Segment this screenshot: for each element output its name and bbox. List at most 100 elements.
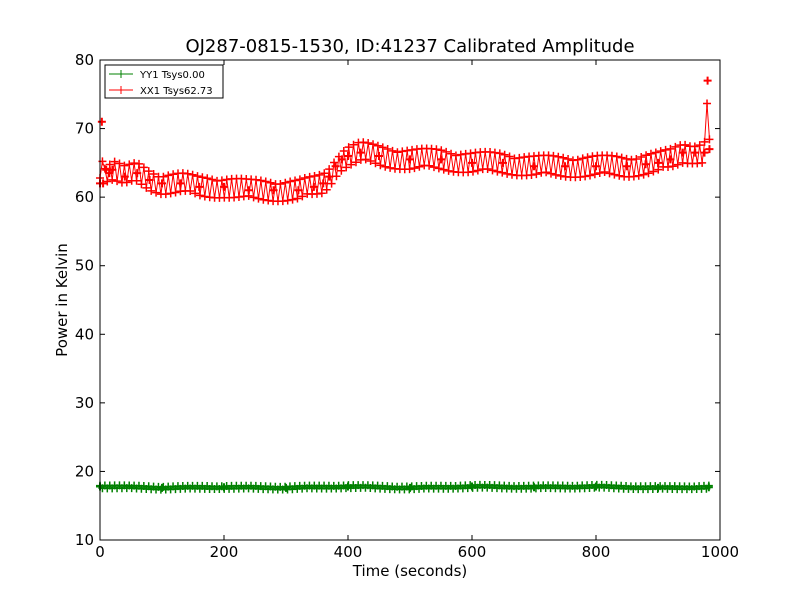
y-tick-label: 60 xyxy=(75,188,94,206)
data-point-marker xyxy=(393,148,402,157)
data-point-marker xyxy=(527,170,536,179)
data-point xyxy=(704,483,713,492)
data-point-marker xyxy=(198,173,207,182)
data-point-marker xyxy=(637,153,646,162)
data-point-marker xyxy=(668,162,677,171)
data-point-marker xyxy=(283,196,292,205)
data-point-marker xyxy=(383,145,392,154)
data-point-marker xyxy=(617,153,626,162)
data-point-marker xyxy=(169,170,178,179)
data-point-marker xyxy=(500,150,509,159)
data-point-marker xyxy=(483,165,492,174)
data-point-marker xyxy=(317,189,326,198)
x-tick-label: 800 xyxy=(582,543,611,561)
data-point-marker xyxy=(673,160,682,169)
data-point-marker xyxy=(276,180,285,189)
data-point-marker xyxy=(266,178,275,187)
data-point xyxy=(530,162,538,171)
data-point-marker xyxy=(442,147,451,156)
data-point xyxy=(282,483,290,492)
data-point-marker xyxy=(505,152,514,161)
data-point-marker xyxy=(493,167,502,176)
data-point-marker xyxy=(615,171,624,180)
data-point-marker xyxy=(456,150,465,159)
data-point-marker xyxy=(259,195,268,204)
data-point-marker xyxy=(149,170,158,179)
data-point-marker xyxy=(115,159,124,168)
data-point-marker xyxy=(498,168,507,177)
data-point-marker xyxy=(661,145,670,154)
data-point-marker xyxy=(451,151,460,160)
data-point xyxy=(437,155,445,164)
data-point-marker xyxy=(191,189,200,198)
data-point xyxy=(294,186,303,195)
y-axis-label: Power in Kelvin xyxy=(53,243,71,357)
data-point-marker xyxy=(437,146,446,155)
data-point-marker xyxy=(249,193,258,202)
data-point-marker xyxy=(320,169,329,178)
data-point-marker xyxy=(315,170,324,179)
data-point-marker xyxy=(410,164,419,173)
legend-label: XX1 Tsys62.73 xyxy=(140,86,213,97)
data-point-marker xyxy=(595,168,604,177)
data-point-marker xyxy=(432,145,441,154)
data-point-marker xyxy=(671,142,680,151)
data-point-marker xyxy=(293,194,302,203)
data-point-marker xyxy=(439,165,448,174)
data-point xyxy=(406,483,414,492)
data-point-marker xyxy=(578,154,587,163)
data-point-marker xyxy=(110,157,119,166)
data-point-marker xyxy=(622,154,631,163)
data-point-marker xyxy=(556,171,565,180)
y-tick-label: 40 xyxy=(75,325,94,343)
data-point-marker xyxy=(564,155,573,164)
data-point xyxy=(176,179,185,188)
data-point-marker xyxy=(549,151,558,160)
legend-marker xyxy=(117,70,125,78)
data-point-marker xyxy=(376,161,385,170)
data-point xyxy=(97,117,106,126)
data-point-marker xyxy=(125,160,134,169)
data-point-marker xyxy=(386,163,395,172)
chart-title: OJ287-0815-1530, ID:41237 Calibrated Amp… xyxy=(185,36,634,57)
data-point-marker xyxy=(429,163,438,172)
data-point-marker xyxy=(337,166,346,175)
data-point-marker xyxy=(644,169,653,178)
data-point-marker xyxy=(295,175,304,184)
data-point-marker xyxy=(542,168,551,177)
data-point-marker xyxy=(305,172,314,181)
data-point-marker xyxy=(256,176,265,185)
data-point-marker xyxy=(634,171,643,180)
series-layer xyxy=(96,76,714,494)
data-point xyxy=(700,148,709,157)
data-point-marker xyxy=(144,167,153,176)
data-point-marker xyxy=(281,178,290,187)
data-point-marker xyxy=(373,141,382,150)
data-point-marker xyxy=(203,174,212,183)
data-point-marker xyxy=(656,147,665,156)
legend-box xyxy=(104,64,224,99)
x-tick-label: 200 xyxy=(210,543,239,561)
data-point xyxy=(530,483,538,492)
data-point xyxy=(120,172,129,181)
y-tick-label: 20 xyxy=(75,462,94,480)
data-point-marker xyxy=(349,140,358,149)
data-point-marker xyxy=(105,160,114,169)
data-point xyxy=(269,186,278,195)
data-point-marker xyxy=(122,178,131,187)
data-point xyxy=(654,483,662,492)
data-point-marker xyxy=(132,176,141,185)
data-point-marker xyxy=(698,158,707,167)
data-point-marker xyxy=(332,172,341,181)
data-point-marker xyxy=(632,154,641,163)
data-point xyxy=(220,483,228,492)
data-point xyxy=(133,169,142,178)
data-point-marker xyxy=(322,185,331,194)
data-point xyxy=(309,182,318,191)
data-point-marker xyxy=(381,162,390,171)
data-point-marker xyxy=(444,166,453,175)
data-point-marker xyxy=(610,170,619,179)
data-point-marker xyxy=(366,157,375,166)
data-point xyxy=(468,158,476,167)
data-point-marker xyxy=(286,177,295,186)
